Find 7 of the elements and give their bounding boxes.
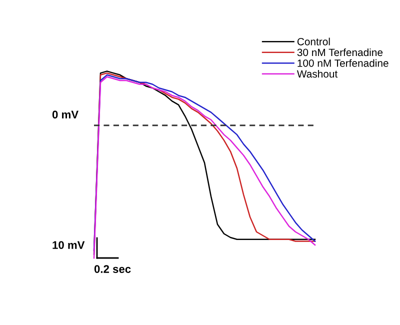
legend-label: Control: [297, 38, 330, 46]
ref-line-label: 0 mV: [52, 110, 78, 118]
text: 10 mV: [52, 241, 85, 249]
legend-label: 100 nM Terfenadine: [298, 59, 388, 67]
legend-label: Washout: [296, 70, 338, 78]
text: 0.2 sec: [94, 265, 131, 273]
legend-label: 30 nM Terfenadine: [297, 48, 383, 56]
